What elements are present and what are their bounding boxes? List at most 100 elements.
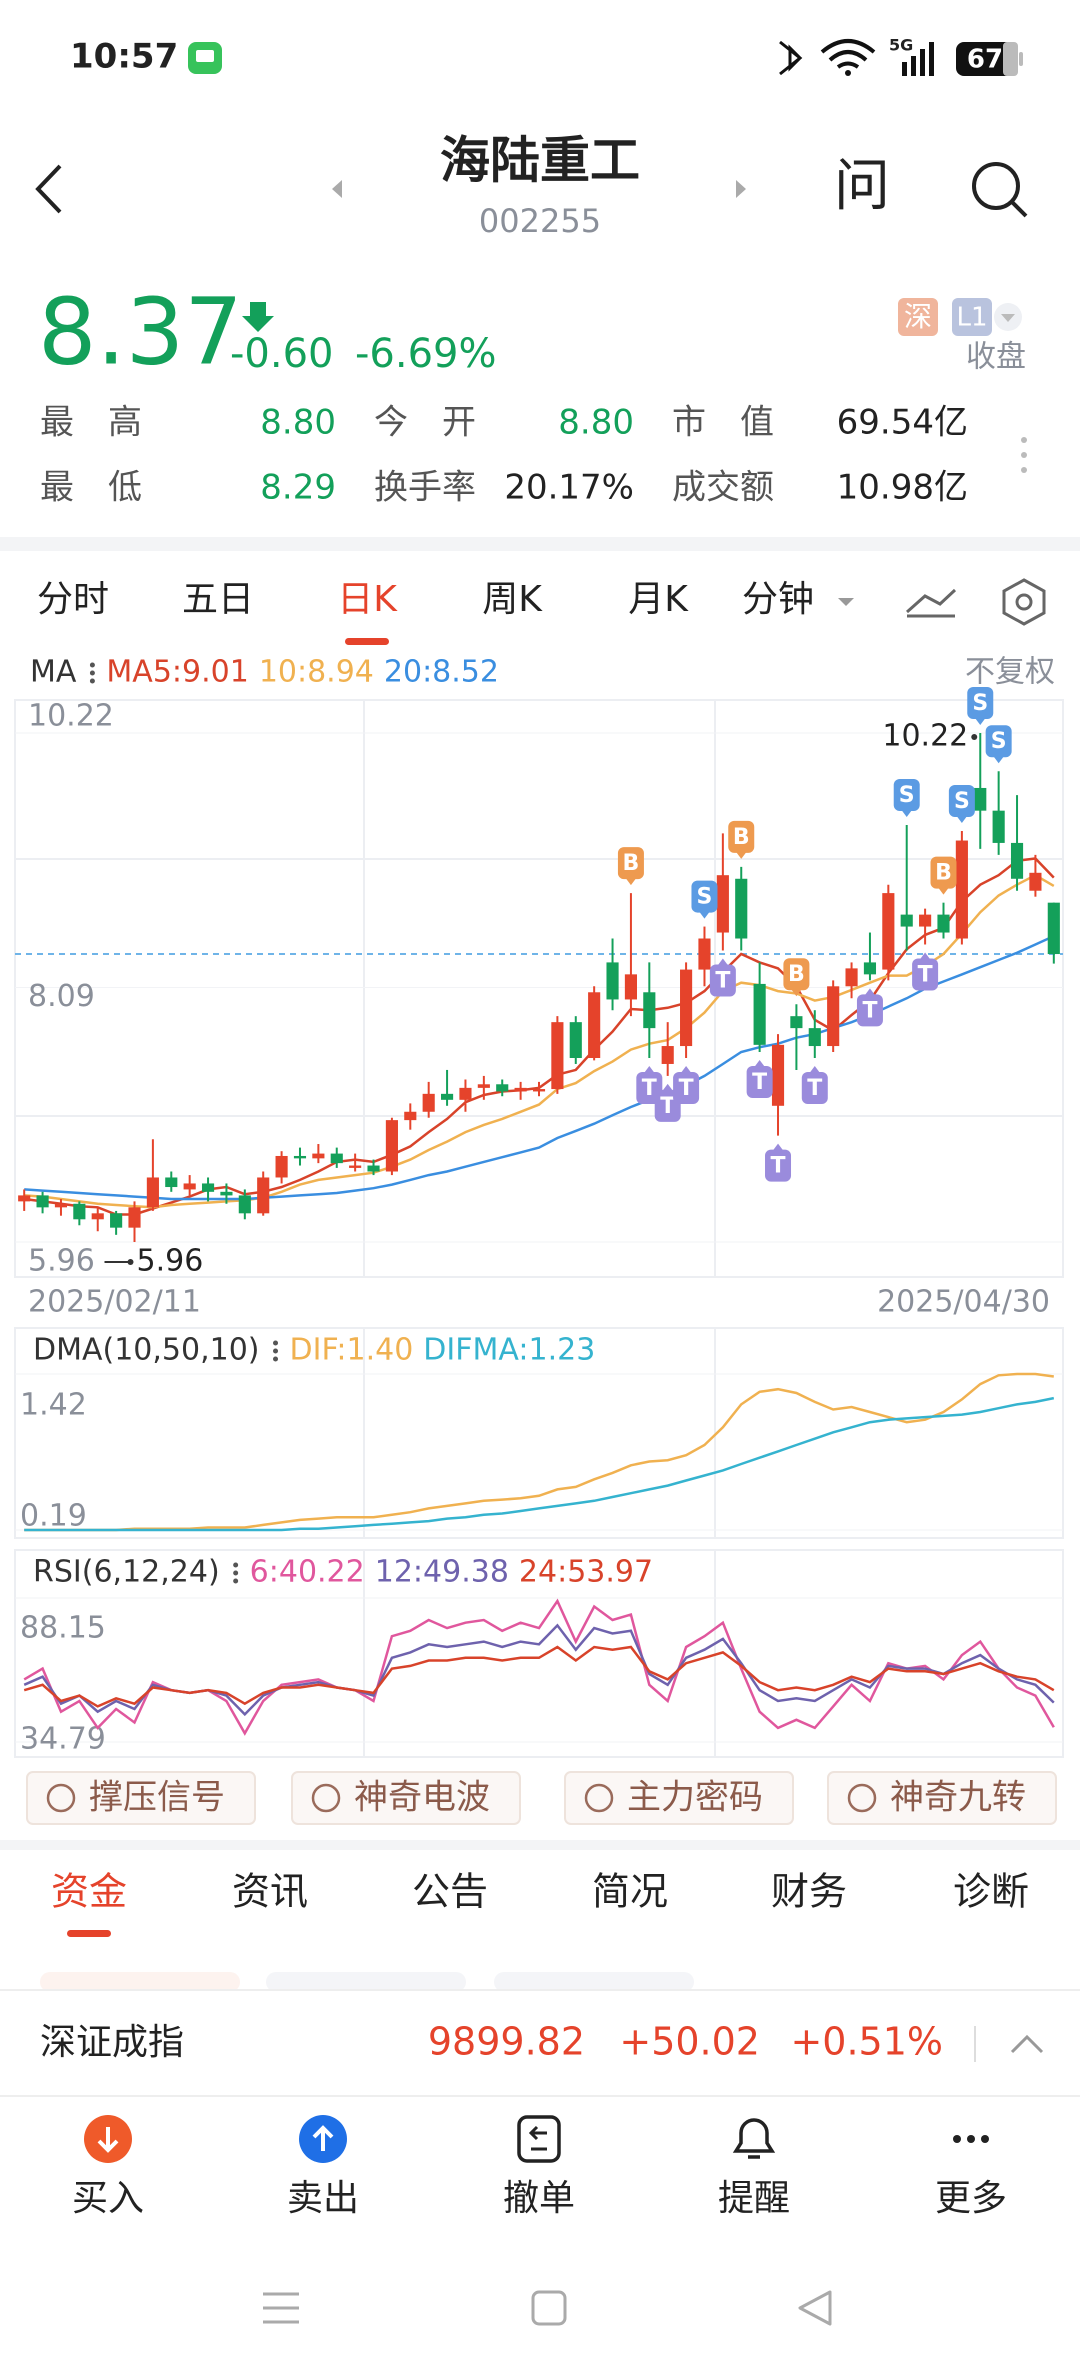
- legend-entry: 24:53.97: [519, 1555, 653, 1590]
- info-tab[interactable]: 公告: [412, 1870, 488, 1914]
- candle-body: [54, 1203, 68, 1208]
- ask-button[interactable]: 问: [834, 154, 890, 219]
- x-tick-label: 2025/04/30: [877, 1285, 1050, 1320]
- legend-entry: 10:8.94: [259, 655, 374, 690]
- tool-button[interactable]: [291, 1771, 521, 1825]
- candle-body: [992, 810, 1005, 843]
- signal-badge: [617, 847, 644, 880]
- tool-button[interactable]: [26, 1771, 256, 1825]
- draw-tool[interactable]: [906, 588, 957, 618]
- tool-label: 神奇九转: [890, 1778, 1026, 1818]
- period-tab[interactable]: 五日: [182, 579, 254, 620]
- stock-code: 002255: [479, 202, 601, 240]
- candle-body: [551, 1022, 564, 1090]
- candle-body: [275, 1155, 288, 1178]
- index-bar[interactable]: [0, 1990, 1080, 2096]
- signal-badge: [709, 964, 736, 997]
- signal-badge: [746, 1066, 773, 1099]
- candle-body: [312, 1153, 325, 1159]
- info-tab[interactable]: 资讯: [232, 1870, 308, 1914]
- candle-body: [128, 1207, 141, 1228]
- stat-value: 20.17%: [504, 468, 634, 508]
- legend-entry: DIFMA:1.23: [423, 1333, 595, 1368]
- message-icon-inner: [196, 50, 214, 62]
- back-key[interactable]: [798, 2290, 832, 2326]
- tool-label: 主力密码: [627, 1778, 763, 1818]
- min-label: 5.96: [137, 1244, 204, 1279]
- home-key[interactable]: [531, 2290, 567, 2326]
- info-tab[interactable]: 财务: [771, 1870, 847, 1914]
- tool-icon: [311, 1783, 341, 1813]
- period-tab[interactable]: 分钟: [742, 579, 814, 620]
- info-tab[interactable]: 简况: [592, 1870, 668, 1914]
- info-tab[interactable]: 资金: [51, 1870, 127, 1914]
- candle-body: [716, 875, 729, 933]
- candle-body: [808, 1028, 821, 1047]
- candle-body: [1029, 872, 1042, 891]
- more-stats[interactable]: [1021, 437, 1027, 473]
- menu-dots: [89, 662, 95, 668]
- candle-body: [385, 1120, 398, 1172]
- candle-body: [18, 1195, 31, 1202]
- prev-stock[interactable]: [332, 180, 342, 198]
- dropdown-caret: [838, 598, 854, 606]
- stat-label: 最 低: [40, 468, 142, 508]
- period-tab[interactable]: 日K: [337, 579, 398, 620]
- y-tick-label: 1.42: [20, 1388, 87, 1423]
- candle-body: [110, 1213, 123, 1228]
- legend-entry: DMA(10,50,10): [33, 1333, 260, 1368]
- expand-caret[interactable]: [1010, 2034, 1044, 2054]
- menu-dots: [89, 678, 95, 684]
- max-dot: [971, 734, 978, 740]
- nav-label[interactable]: 买入: [72, 2178, 144, 2219]
- nav-label[interactable]: 卖出: [287, 2178, 359, 2219]
- signal-badge: [893, 779, 920, 812]
- signal-bar: [902, 62, 907, 76]
- info-tab[interactable]: 诊断: [953, 1870, 1029, 1914]
- signal-badge: [765, 1149, 792, 1182]
- wifi-icon: [820, 39, 876, 69]
- nav-icon: [517, 2115, 561, 2163]
- stat-label: 市 值: [672, 403, 774, 443]
- settings-tool[interactable]: [1002, 578, 1046, 626]
- candle-body: [827, 986, 840, 1047]
- y-tick-label: 88.15: [20, 1611, 106, 1646]
- stat-label: 换手率: [374, 468, 476, 508]
- nav-label[interactable]: 提醒: [718, 2178, 790, 2219]
- nav-label[interactable]: 更多: [935, 2178, 1007, 2219]
- period-tab[interactable]: 周K: [482, 579, 543, 620]
- signal-label: T: [679, 1076, 694, 1101]
- candle-body: [1010, 842, 1024, 879]
- indicator-line: [23, 1645, 1055, 1708]
- signal-bar: [920, 49, 925, 76]
- menu-dots: [273, 1356, 279, 1362]
- card-stub: [40, 1972, 240, 1992]
- price: 8.37: [38, 278, 243, 385]
- nav-label[interactable]: 撤单: [503, 2178, 575, 2219]
- search-button[interactable]: [972, 162, 1020, 210]
- market-status: 收盘: [966, 340, 1026, 375]
- tool-button[interactable]: [564, 1771, 794, 1825]
- candle-body: [790, 1016, 803, 1029]
- bluetooth-icon: [779, 40, 803, 76]
- stat-value: 10.98亿: [837, 468, 968, 508]
- next-stock[interactable]: [736, 180, 746, 198]
- card-stub: [494, 1972, 694, 1992]
- signal-badge: [930, 856, 957, 889]
- index-value: 9899.82: [428, 2020, 585, 2064]
- candle-body: [36, 1195, 49, 1208]
- signal-label: T: [660, 1094, 675, 1119]
- exchange: 深: [904, 300, 932, 333]
- candle-body: [863, 962, 877, 975]
- separator: [0, 1840, 1080, 1850]
- period-tab[interactable]: 分时: [37, 579, 109, 620]
- period-tab[interactable]: 月K: [628, 579, 689, 620]
- adjust-mode[interactable]: 不复权: [965, 655, 1055, 690]
- tool-button[interactable]: [827, 1771, 1057, 1825]
- candle-body: [183, 1183, 196, 1190]
- back-button[interactable]: [35, 164, 62, 214]
- signal-label: T: [807, 1076, 822, 1101]
- candle-body: [532, 1089, 546, 1092]
- menu-key[interactable]: [263, 2292, 299, 2324]
